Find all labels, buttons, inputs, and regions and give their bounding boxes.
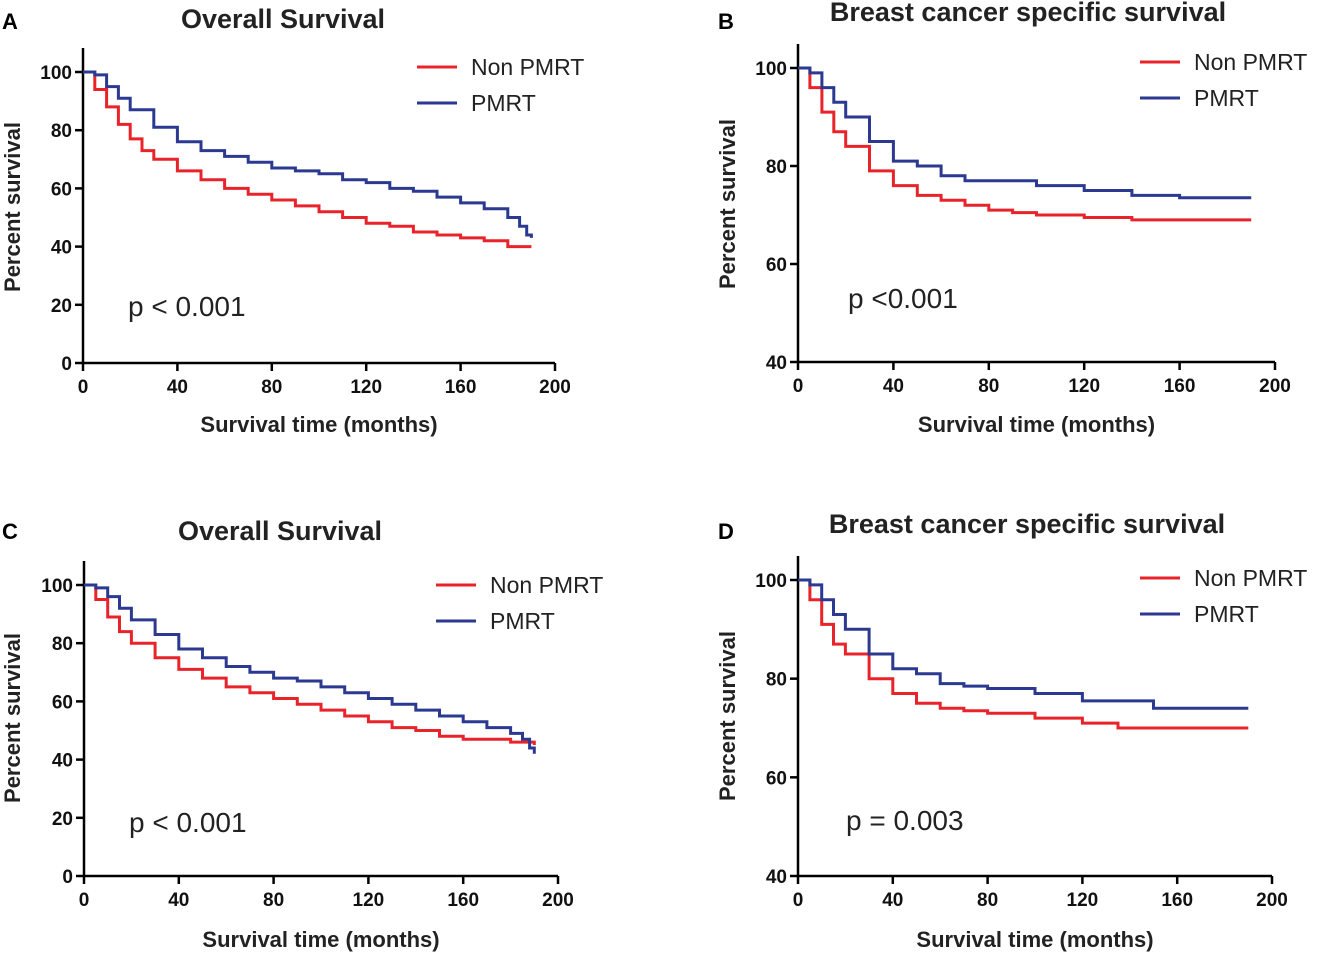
survival-curve-pmrt bbox=[798, 578, 1249, 710]
x-tick-label: 200 bbox=[542, 890, 574, 911]
x-tick-label: 160 bbox=[1161, 890, 1193, 911]
y-axis-label: Percent survival bbox=[715, 119, 740, 289]
x-tick-label: 120 bbox=[353, 890, 385, 911]
y-tick-label: 40 bbox=[766, 353, 787, 374]
p-value-annotation: p < 0.001 bbox=[129, 807, 247, 838]
y-tick-label: 80 bbox=[766, 157, 787, 178]
legend-label: Non PMRT bbox=[1194, 565, 1307, 591]
y-tick-label: 60 bbox=[766, 768, 787, 789]
p-value-annotation: p = 0.003 bbox=[846, 805, 964, 836]
y-axis-label: Percent survival bbox=[0, 122, 25, 292]
x-tick-label: 120 bbox=[350, 377, 382, 398]
y-tick-label: 0 bbox=[61, 354, 72, 375]
x-tick-label: 200 bbox=[539, 377, 571, 398]
panel-d: D Breast cancer specific survival 0 40 80 120… bbox=[715, 509, 1307, 952]
panel-letter: D bbox=[718, 519, 734, 544]
y-tick-label: 40 bbox=[51, 238, 72, 259]
x-tick-label: 0 bbox=[793, 376, 804, 397]
survival-curve-pmrt bbox=[798, 66, 1252, 200]
y-axis-label: Percent survival bbox=[0, 633, 25, 803]
x-tick-label: 120 bbox=[1068, 376, 1100, 397]
x-tick-label: 80 bbox=[977, 890, 998, 911]
y-tick-label: 0 bbox=[62, 867, 73, 888]
y-tick-label: 60 bbox=[52, 692, 73, 713]
legend-label: PMRT bbox=[471, 90, 536, 116]
x-tick-label: 40 bbox=[882, 890, 903, 911]
legend-label: PMRT bbox=[1194, 85, 1259, 111]
survival-curve-non-pmrt bbox=[798, 578, 1249, 730]
x-tick-label: 200 bbox=[1256, 890, 1288, 911]
y-tick-label: 100 bbox=[41, 576, 73, 597]
y-tick-label: 100 bbox=[755, 59, 787, 80]
x-tick-label: 200 bbox=[1259, 376, 1291, 397]
x-axis-label: Survival time (months) bbox=[916, 927, 1153, 952]
x-tick-label: 160 bbox=[447, 890, 479, 911]
survival-curve-non-pmrt bbox=[84, 583, 536, 745]
y-tick-label: 20 bbox=[51, 296, 72, 317]
y-tick-label: 100 bbox=[755, 571, 787, 592]
panel-b: B Breast cancer specific survival 0 40 80 120… bbox=[715, 0, 1307, 437]
legend-label: PMRT bbox=[490, 608, 555, 634]
x-tick-label: 0 bbox=[78, 377, 89, 398]
legend-label: PMRT bbox=[1194, 601, 1259, 627]
chart-title: Breast cancer specific survival bbox=[830, 0, 1226, 27]
x-tick-label: 40 bbox=[167, 377, 188, 398]
x-tick-label: 80 bbox=[263, 890, 284, 911]
x-tick-label: 0 bbox=[79, 890, 90, 911]
survival-curve-non-pmrt bbox=[798, 66, 1252, 222]
x-tick-label: 160 bbox=[445, 377, 477, 398]
x-axis-label: Survival time (months) bbox=[918, 412, 1155, 437]
x-tick-label: 120 bbox=[1067, 890, 1099, 911]
legend-label: Non PMRT bbox=[490, 572, 603, 598]
p-value-annotation: p <0.001 bbox=[848, 283, 958, 314]
x-tick-label: 0 bbox=[793, 890, 804, 911]
y-tick-label: 100 bbox=[40, 63, 72, 84]
y-axis-label: Percent survival bbox=[715, 631, 740, 801]
chart-title: Breast cancer specific survival bbox=[829, 509, 1225, 539]
chart-title: Overall Survival bbox=[178, 516, 382, 546]
panel-letter: C bbox=[2, 519, 18, 544]
y-tick-label: 40 bbox=[52, 751, 73, 772]
y-tick-label: 80 bbox=[766, 670, 787, 691]
panel-letter: B bbox=[718, 9, 734, 34]
p-value-annotation: p < 0.001 bbox=[128, 291, 246, 322]
panel-letter: A bbox=[2, 9, 18, 34]
x-tick-label: 40 bbox=[883, 376, 904, 397]
y-tick-label: 80 bbox=[52, 634, 73, 655]
x-tick-label: 80 bbox=[978, 376, 999, 397]
legend-label: Non PMRT bbox=[471, 54, 584, 80]
survival-curve-non-pmrt bbox=[83, 70, 532, 249]
x-tick-label: 40 bbox=[168, 890, 189, 911]
y-tick-label: 40 bbox=[766, 867, 787, 888]
survival-curve-pmrt bbox=[84, 583, 536, 754]
x-axis-label: Survival time (months) bbox=[200, 412, 437, 437]
y-tick-label: 80 bbox=[51, 121, 72, 142]
y-tick-label: 60 bbox=[766, 255, 787, 276]
panel-c: C Overall Survival 0 40 80 120 160 200 0 20 40 60 80… bbox=[0, 516, 603, 952]
legend-label: Non PMRT bbox=[1194, 49, 1307, 75]
x-tick-label: 160 bbox=[1164, 376, 1196, 397]
x-tick-label: 80 bbox=[261, 377, 282, 398]
y-tick-label: 20 bbox=[52, 809, 73, 830]
chart-title: Overall Survival bbox=[181, 4, 385, 34]
y-tick-label: 60 bbox=[51, 179, 72, 200]
panel-a: A Overall Survival 0 40 80 120 160 200 0 20 40 60 80… bbox=[0, 4, 584, 437]
x-axis-label: Survival time (months) bbox=[202, 927, 439, 952]
survival-curve-pmrt bbox=[83, 70, 533, 238]
